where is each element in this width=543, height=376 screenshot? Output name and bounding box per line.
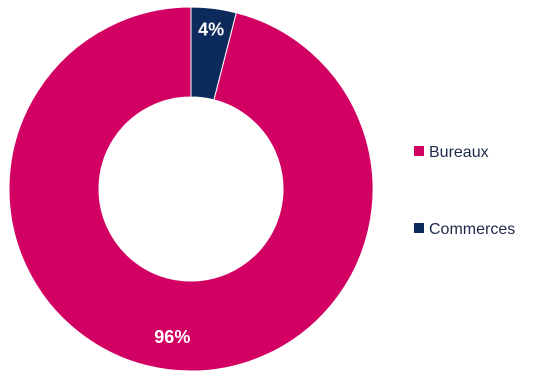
legend: Bureaux Commerces [414,144,515,238]
slice-labels: 96% 4% [154,19,224,347]
legend-swatch-commerces [414,223,424,233]
donut-slices [8,6,374,372]
legend-label-commerces: Commerces [429,221,515,238]
slice-commerces [190,6,237,101]
slice-label-bureaux: 96% [154,327,190,347]
slice-bureaux [8,6,374,372]
slice-label-commerces: 4% [198,19,224,39]
legend-label-bureaux: Bureaux [429,144,489,161]
legend-swatch-bureaux [414,146,424,156]
